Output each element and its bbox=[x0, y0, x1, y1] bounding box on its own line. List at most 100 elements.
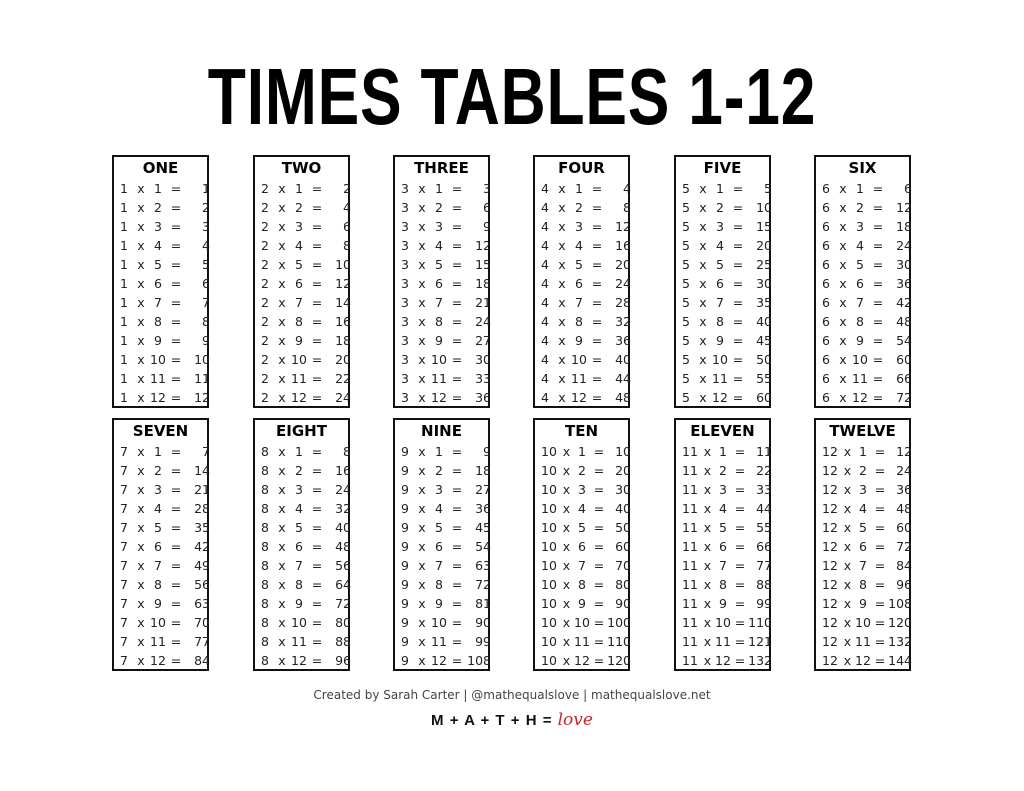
table-row: 2 x 1 = 2 bbox=[255, 179, 351, 198]
factor-b: 7 bbox=[295, 558, 303, 573]
factor-a: 10 bbox=[541, 615, 557, 630]
factor-b: 8 bbox=[856, 314, 864, 329]
factor-b: 12 bbox=[574, 653, 590, 668]
factor-a: 1 bbox=[120, 352, 128, 367]
factor-a: 11 bbox=[682, 482, 698, 497]
factor-a: 6 bbox=[822, 371, 830, 386]
times-sign: x bbox=[278, 482, 286, 497]
product: 18 bbox=[335, 333, 351, 348]
factor-a: 6 bbox=[822, 181, 830, 196]
times-sign: x bbox=[278, 520, 286, 535]
product: 28 bbox=[615, 295, 631, 310]
times-sign: x bbox=[278, 463, 286, 478]
table-heading: FOUR bbox=[558, 159, 605, 177]
times-sign: x bbox=[137, 314, 145, 329]
product: 3 bbox=[483, 181, 491, 196]
factor-a: 8 bbox=[261, 596, 269, 611]
factor-b: 1 bbox=[575, 181, 583, 196]
product: 77 bbox=[756, 558, 772, 573]
equals-sign: = bbox=[451, 333, 463, 348]
times-sign: x bbox=[703, 653, 712, 668]
equals-sign: = bbox=[732, 314, 744, 329]
table-row: 2 x 9 = 18 bbox=[255, 331, 351, 350]
factor-a: 12 bbox=[822, 463, 838, 478]
factor-b: 5 bbox=[295, 520, 303, 535]
equals-sign: = bbox=[874, 615, 886, 630]
table-row: 3 x 1 = 3 bbox=[395, 179, 491, 198]
equals-sign: = bbox=[170, 352, 182, 367]
product: 12 bbox=[475, 238, 491, 253]
product: 48 bbox=[896, 314, 912, 329]
factor-a: 12 bbox=[822, 520, 838, 535]
factor-b: 11 bbox=[852, 371, 868, 386]
table-row: 3 x 10 = 30 bbox=[395, 350, 491, 369]
factor-a: 11 bbox=[682, 577, 698, 592]
factor-a: 7 bbox=[120, 653, 128, 668]
table-row: 4 x 3 = 12 bbox=[535, 217, 631, 236]
factor-a: 9 bbox=[401, 615, 409, 630]
factor-a: 10 bbox=[541, 558, 557, 573]
product: 12 bbox=[896, 200, 912, 215]
times-sign: x bbox=[703, 539, 712, 554]
table-row: 12 x 10 = 120 bbox=[816, 613, 912, 632]
times-sign: x bbox=[839, 390, 847, 405]
table-row: 7 x 12 = 84 bbox=[114, 651, 210, 670]
table-heading: TWELVE bbox=[829, 422, 896, 440]
times-sign: x bbox=[703, 577, 712, 592]
times-sign: x bbox=[137, 577, 145, 592]
product: 60 bbox=[896, 520, 912, 535]
factor-b: 5 bbox=[716, 257, 724, 272]
factor-b: 2 bbox=[154, 200, 162, 215]
table-row: 8 x 2 = 16 bbox=[255, 461, 351, 480]
equals-sign: = bbox=[311, 539, 323, 554]
table-row: 12 x 8 = 96 bbox=[816, 575, 912, 594]
table-row: 4 x 5 = 20 bbox=[535, 255, 631, 274]
table-row: 5 x 8 = 40 bbox=[676, 312, 772, 331]
product: 30 bbox=[756, 276, 772, 291]
equals-sign: = bbox=[732, 352, 744, 367]
product: 66 bbox=[896, 371, 912, 386]
equals-sign: = bbox=[874, 539, 886, 554]
factor-a: 1 bbox=[120, 238, 128, 253]
factor-b: 9 bbox=[716, 333, 724, 348]
times-sign: x bbox=[418, 295, 426, 310]
equals-sign: = bbox=[593, 501, 605, 516]
equals-sign: = bbox=[311, 482, 323, 497]
factor-a: 4 bbox=[541, 219, 549, 234]
table-row: 11 x 6 = 66 bbox=[676, 537, 772, 556]
factor-a: 9 bbox=[401, 482, 409, 497]
times-sign: x bbox=[137, 276, 145, 291]
table-row: 8 x 7 = 56 bbox=[255, 556, 351, 575]
factor-a: 3 bbox=[401, 390, 409, 405]
factor-b: 10 bbox=[431, 352, 447, 367]
table-row: 1 x 5 = 5 bbox=[114, 255, 210, 274]
table-row: 2 x 12 = 24 bbox=[255, 388, 351, 407]
times-sign: x bbox=[418, 390, 426, 405]
times-sign: x bbox=[699, 257, 707, 272]
factor-b: 11 bbox=[571, 371, 587, 386]
table-row: 12 x 5 = 60 bbox=[816, 518, 912, 537]
factor-a: 4 bbox=[541, 333, 549, 348]
factor-b: 12 bbox=[715, 653, 731, 668]
equals-sign: = bbox=[734, 482, 746, 497]
table-row: 10 x 1 = 10 bbox=[535, 442, 631, 461]
equals-sign: = bbox=[170, 219, 182, 234]
times-sign: x bbox=[703, 520, 712, 535]
equals-sign: = bbox=[451, 558, 463, 573]
factor-a: 5 bbox=[682, 200, 690, 215]
equals-sign: = bbox=[593, 482, 605, 497]
times-sign: x bbox=[699, 276, 707, 291]
equals-sign: = bbox=[732, 219, 744, 234]
equals-sign: = bbox=[311, 200, 323, 215]
equals-sign: = bbox=[311, 577, 323, 592]
table-row: 3 x 12 = 36 bbox=[395, 388, 491, 407]
equals-sign: = bbox=[451, 219, 463, 234]
factor-b: 8 bbox=[435, 577, 443, 592]
product: 60 bbox=[756, 390, 772, 405]
equals-sign: = bbox=[591, 276, 603, 291]
equals-sign: = bbox=[311, 596, 323, 611]
product: 20 bbox=[335, 352, 351, 367]
table-row: 6 x 8 = 48 bbox=[816, 312, 912, 331]
times-sign: x bbox=[699, 352, 707, 367]
factor-b: 1 bbox=[295, 444, 303, 459]
